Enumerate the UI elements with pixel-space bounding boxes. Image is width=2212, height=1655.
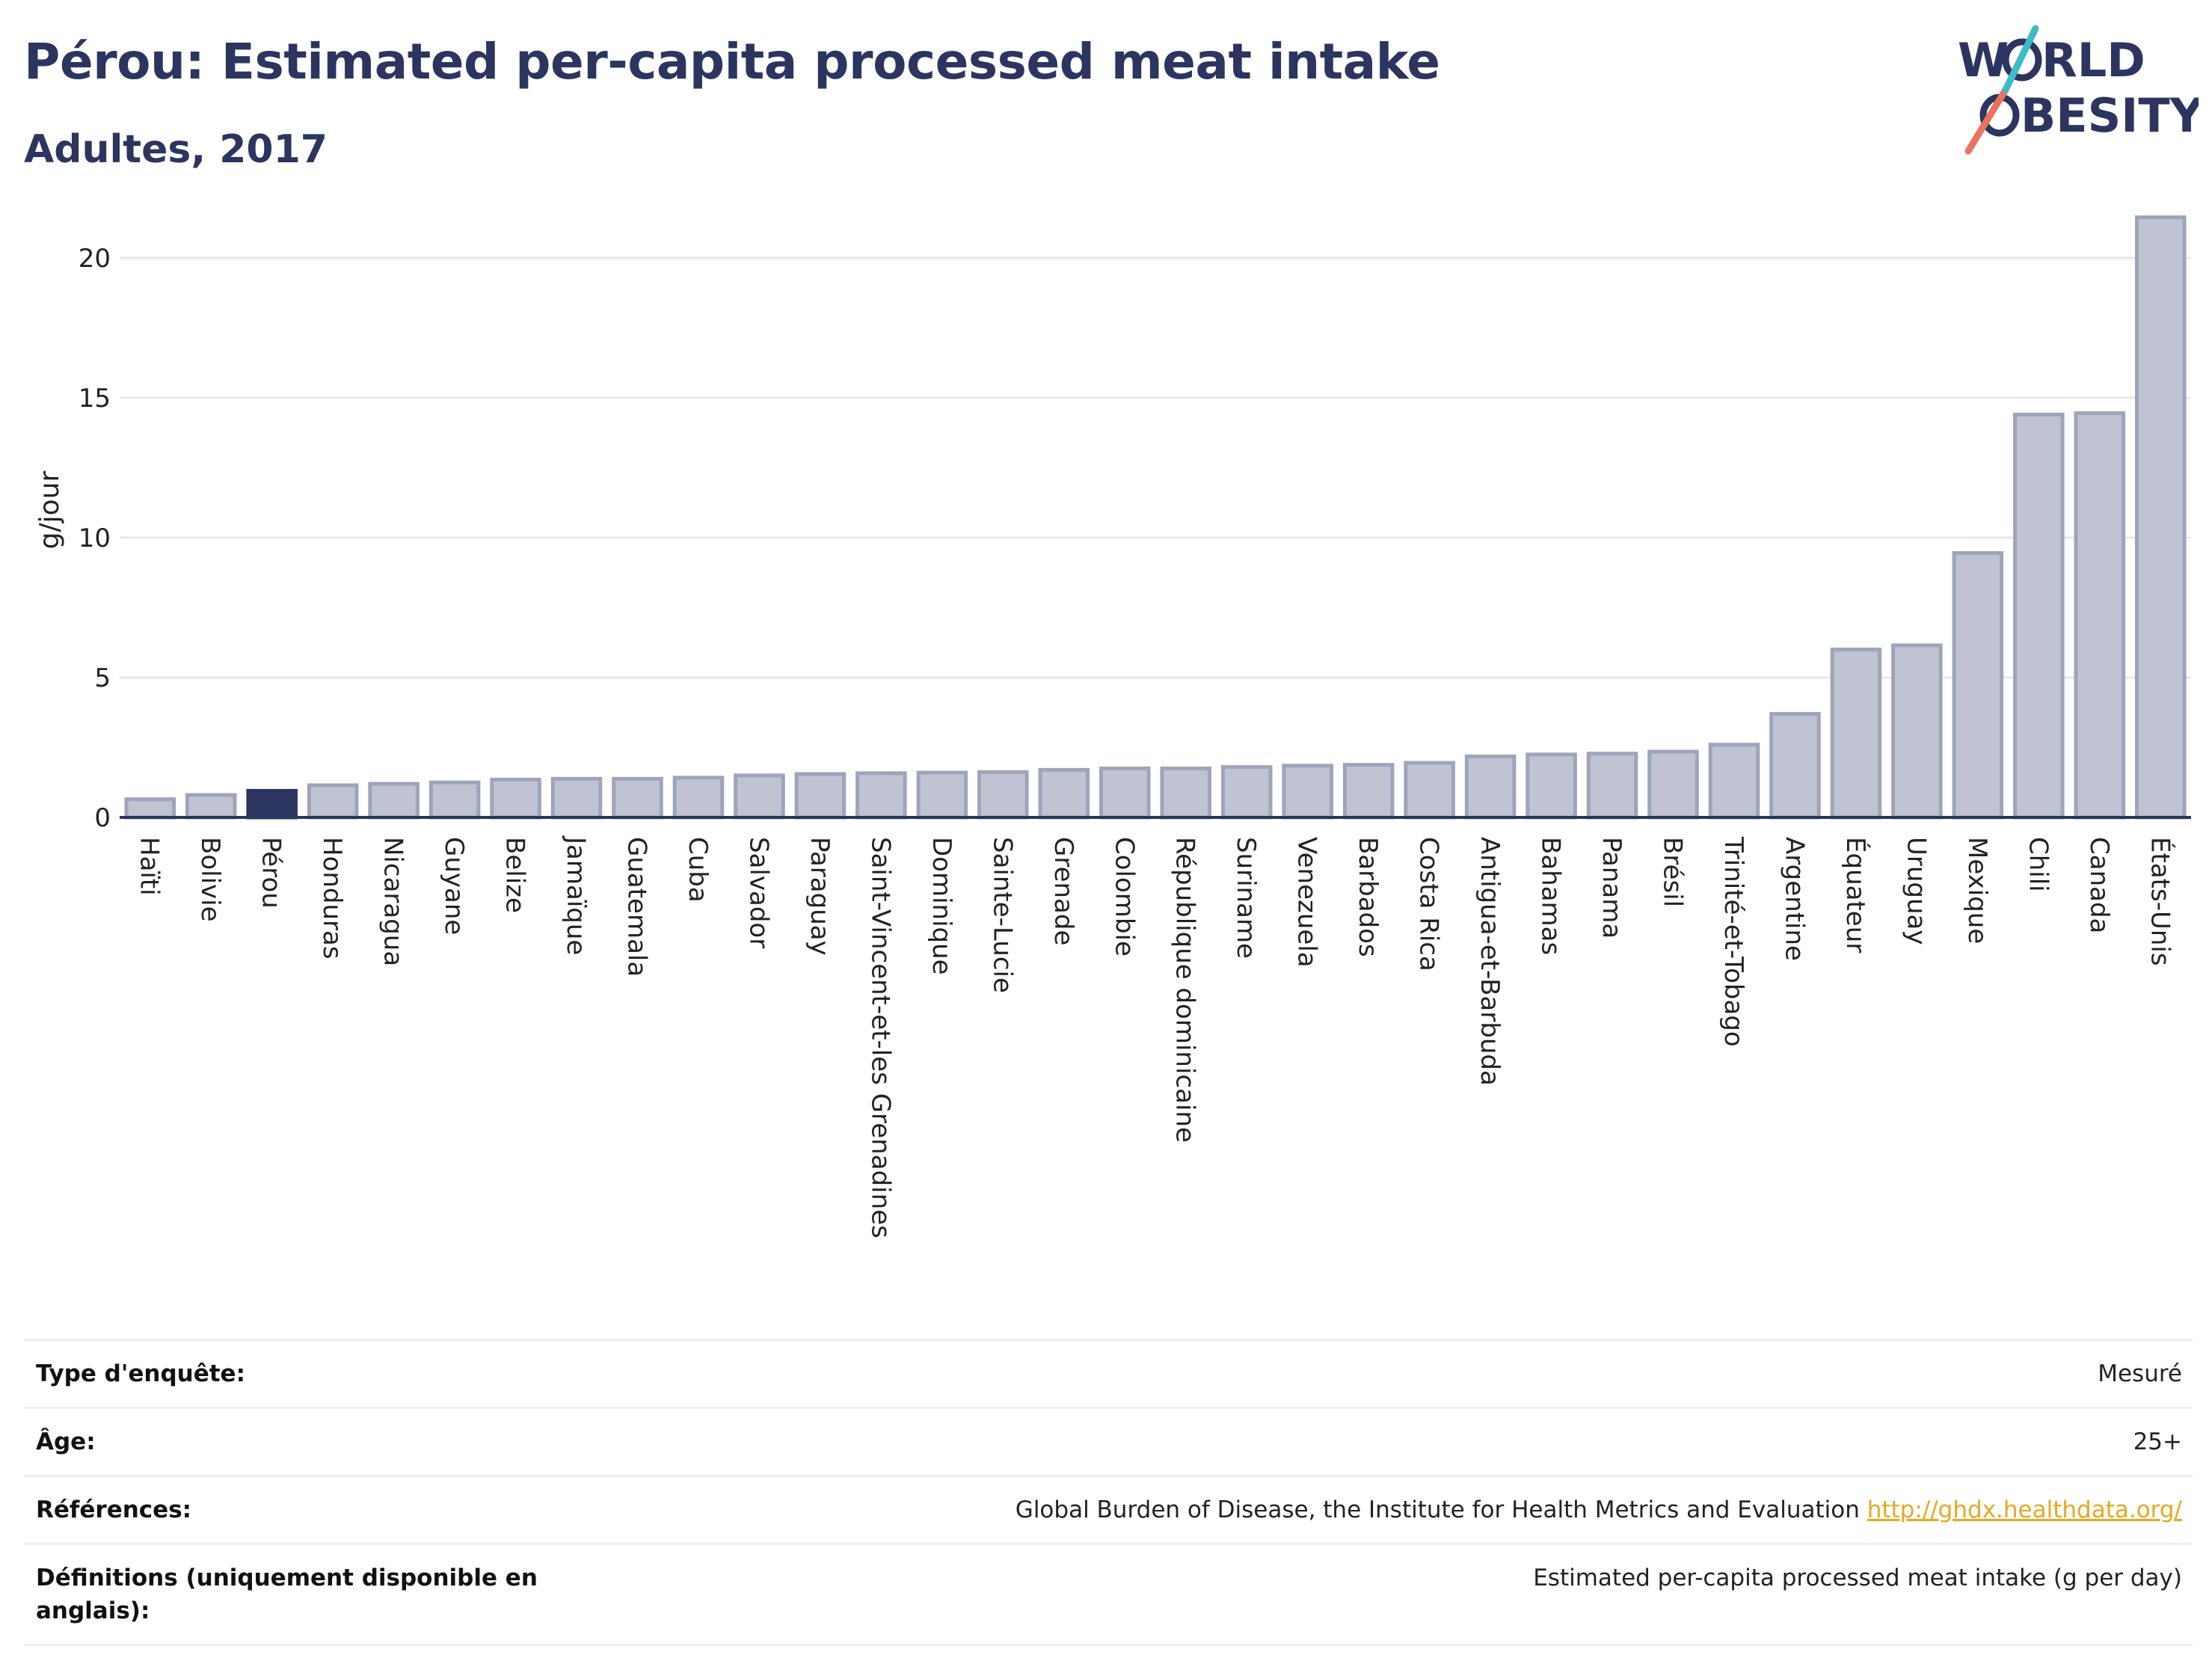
info-key: Références: xyxy=(36,1496,192,1523)
bar xyxy=(1891,643,1943,820)
bar xyxy=(550,776,603,820)
bar xyxy=(1038,767,1090,820)
x-tick-label: Grenade xyxy=(1048,837,1078,945)
bar xyxy=(612,776,663,820)
x-tick-label: Honduras xyxy=(317,837,347,959)
bar xyxy=(2134,215,2187,820)
x-tick-label: Mexique xyxy=(1962,837,1992,944)
y-tick-label: 20 xyxy=(79,244,111,274)
x-tick-label: Dominique xyxy=(927,837,956,975)
reference-text: Global Burden of Disease, the Institute … xyxy=(1015,1496,1860,1523)
info-value: 25+ xyxy=(2133,1428,2182,1455)
x-tick-label: Barbados xyxy=(1353,837,1383,957)
bar xyxy=(1526,752,1577,820)
bar xyxy=(1160,767,1212,820)
bar xyxy=(1404,761,1455,820)
y-tick-label: 0 xyxy=(94,803,111,833)
x-tick-label: Nicaragua xyxy=(378,837,408,966)
x-tick-label: Jamaïque xyxy=(561,835,591,955)
bar xyxy=(855,771,907,820)
info-row-age: Âge: 25+ xyxy=(24,1407,2193,1475)
chart-title: Pérou: Estimated per-capita processed me… xyxy=(24,33,1440,90)
reference-link[interactable]: http://ghdx.healthdata.org/ xyxy=(1867,1496,2182,1523)
info-row-survey-type: Type d'enquête: Mesuré xyxy=(24,1339,2193,1407)
x-tick-label: Costa Rica xyxy=(1414,837,1444,971)
x-tick-label: Sainte-Lucie xyxy=(987,837,1017,993)
bar xyxy=(1708,743,1760,820)
bar xyxy=(246,788,298,820)
x-tick-label: Antigua-et-Barbuda xyxy=(1475,837,1505,1086)
x-tick-label: Saint-Vincent-et-les Grenadines xyxy=(865,837,895,1238)
info-value: Mesuré xyxy=(2098,1360,2182,1387)
bar xyxy=(2013,412,2065,820)
x-tick-label: Trinité-et-Tobago xyxy=(1718,836,1748,1047)
info-row-definitions: Définitions (uniquement disponible en an… xyxy=(24,1543,2193,1646)
chart-subtitle: Adultes, 2017 xyxy=(24,127,328,172)
info-row-references: Références: Global Burden of Disease, th… xyxy=(24,1475,2193,1543)
x-tick-label: Panama xyxy=(1597,837,1626,939)
bar xyxy=(368,782,420,820)
x-tick-label: République dominicaine xyxy=(1170,837,1200,1143)
x-tick-label: Guyane xyxy=(439,837,469,935)
bar xyxy=(124,797,176,820)
info-key: Âge: xyxy=(36,1428,96,1455)
bar-chart: 0 5 10 15 20 g/jour Haïti Bolivie Pérou Honduras N… xyxy=(34,215,2191,1238)
bar xyxy=(1099,767,1151,820)
x-tick-label: Brésil xyxy=(1658,837,1688,907)
x-tick-label: Argentine xyxy=(1779,837,1809,961)
info-table: Type d'enquête: Mesuré Âge: 25+ Référenc… xyxy=(24,1339,2193,1646)
x-tick-label: Cuba xyxy=(683,837,713,903)
info-value: Estimated per-capita processed meat inta… xyxy=(1533,1565,2182,1591)
bar xyxy=(1952,550,2004,820)
x-tick-label: Suriname xyxy=(1231,837,1261,959)
svg-text:W: W xyxy=(1958,33,2009,87)
bar xyxy=(428,780,481,820)
x-tick-label: Paraguay xyxy=(805,837,835,956)
y-tick-label: 15 xyxy=(79,384,111,414)
bar xyxy=(1220,765,1273,820)
x-tick-label: Uruguay xyxy=(1901,837,1931,945)
x-tick-label: Équateur xyxy=(1840,837,1871,953)
x-tick-label: Chili xyxy=(2023,837,2053,892)
x-tick-label: Guatemala xyxy=(622,837,652,977)
bar xyxy=(307,783,359,820)
world-obesity-logo: W RLD BESITY xyxy=(1952,22,2205,157)
bar xyxy=(916,770,968,820)
bar xyxy=(1830,648,1882,820)
x-tick-label: Colombie xyxy=(1109,837,1139,957)
x-tick-label: Belize xyxy=(500,837,530,913)
bar xyxy=(794,772,847,820)
bar xyxy=(2074,411,2126,820)
bar xyxy=(1342,763,1395,820)
x-tick-label: Bolivie xyxy=(195,837,225,922)
x-tick-label: Haïti xyxy=(135,837,165,896)
svg-text:BESITY: BESITY xyxy=(2021,88,2199,143)
bar xyxy=(1282,764,1333,820)
bar xyxy=(734,773,785,820)
svg-text:RLD: RLD xyxy=(2042,33,2145,87)
bar xyxy=(1586,752,1638,820)
bar xyxy=(1464,754,1517,820)
bar xyxy=(1769,712,1821,820)
x-tick-label: Salvador xyxy=(743,837,773,948)
x-tick-label: Bahamas xyxy=(1536,837,1566,955)
world-obesity-logo-graphic: W RLD BESITY xyxy=(1958,25,2205,155)
info-key: Type d'enquête: xyxy=(36,1360,245,1387)
x-tick-label: Venezuela xyxy=(1292,837,1322,968)
bar xyxy=(490,777,541,820)
info-value: Global Burden of Disease, the Institute … xyxy=(1016,1493,2182,1526)
x-tick-label: Canada xyxy=(2084,837,2114,933)
bar xyxy=(672,776,725,820)
y-axis-label: g/jour xyxy=(34,470,65,549)
bar xyxy=(1647,749,1699,820)
y-tick-label: 5 xyxy=(94,663,111,693)
x-tick-label: Pérou xyxy=(256,837,286,909)
bar xyxy=(977,770,1029,820)
bar xyxy=(185,793,237,820)
info-key: Définitions (uniquement disponible en an… xyxy=(36,1565,538,1624)
x-tick-label: États-Unis xyxy=(2145,837,2175,966)
y-tick-label: 10 xyxy=(79,523,111,553)
